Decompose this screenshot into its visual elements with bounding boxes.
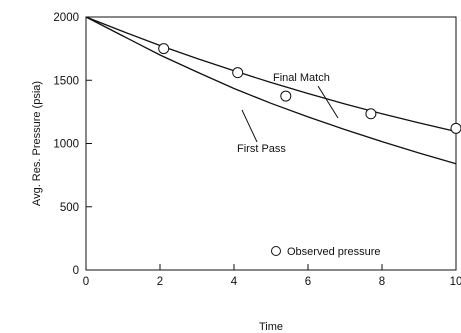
series-line-first-pass: [85, 16, 457, 165]
tick-marks: [85, 16, 457, 271]
y-tick-label: 1000: [53, 139, 79, 151]
observed-point: [158, 43, 170, 55]
annotation-first-pass-arrow: [241, 109, 258, 143]
annotation-first-pass: First Pass: [237, 143, 286, 155]
x-axis-title: Time: [259, 321, 283, 333]
legend-observed-marker: [271, 246, 281, 256]
legend-observed-pressure: Observed pressure: [287, 246, 381, 258]
observed-point: [232, 67, 244, 79]
y-axis-title: Avg. Res. Pressure (psia): [31, 81, 43, 206]
x-tick-label: 6: [305, 276, 311, 288]
x-tick-label: 4: [231, 276, 238, 288]
annotation-final-match: Final Match: [273, 72, 330, 84]
tick-labels: 0 2 4 6 8 10 0 500 1000 1500 2000: [53, 12, 461, 288]
x-tick-label: 10: [450, 276, 461, 288]
y-tick-label: 1500: [53, 75, 79, 87]
y-tick-label: 2000: [53, 12, 79, 24]
y-tick-label: 0: [73, 265, 79, 277]
observed-point: [280, 90, 292, 102]
x-tick-label: 2: [157, 276, 163, 288]
annotation-final-match-arrow: [317, 85, 339, 119]
series-line-final-match: [85, 16, 457, 133]
observed-point: [365, 108, 377, 120]
observed-point: [450, 122, 461, 134]
series-lines: [85, 16, 457, 165]
y-tick-label: 500: [60, 202, 79, 214]
observed-markers: [158, 43, 461, 134]
x-tick-label: 0: [83, 276, 89, 288]
x-tick-label: 8: [379, 276, 385, 288]
